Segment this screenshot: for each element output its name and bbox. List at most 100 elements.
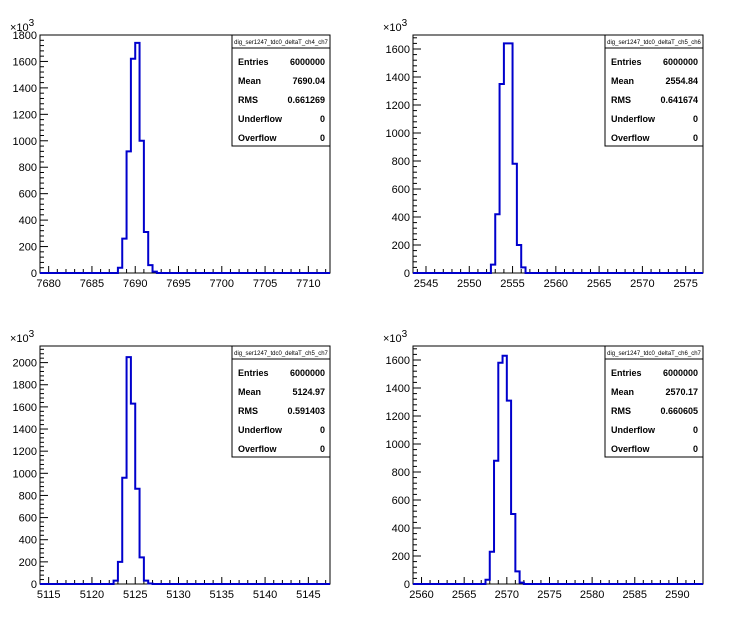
- x-tick-label: 5115: [37, 589, 61, 601]
- y-tick-label: 1400: [13, 424, 37, 436]
- y-tick-label: 600: [392, 184, 410, 196]
- x-tick-label: 2565: [587, 278, 611, 290]
- y-tick-label: 200: [392, 551, 410, 563]
- x-tick-label: 2575: [537, 589, 561, 601]
- stats-label-rms: RMS: [238, 95, 258, 105]
- x-tick-label: 2585: [623, 589, 647, 601]
- y-tick-label: 1000: [13, 136, 37, 148]
- stats-label-underflow: Underflow: [238, 114, 283, 124]
- stats-label-overflow: Overflow: [238, 444, 278, 454]
- y-tick-label: 1000: [386, 439, 410, 451]
- x-tick-label: 5120: [80, 589, 104, 601]
- histogram-outline: [413, 42, 703, 274]
- y-tick-label: 1600: [13, 402, 37, 414]
- x-tick-label: 2560: [544, 278, 568, 290]
- y-multiplier-label: ×103: [10, 18, 35, 34]
- x-tick-label: 5130: [166, 589, 190, 601]
- y-tick-label: 1400: [386, 383, 410, 395]
- stats-label-overflow: Overflow: [238, 133, 278, 143]
- y-tick-label: 400: [392, 212, 410, 224]
- histogram-title: dig_ser1247_tdc0_deltaT_ch5_ch6: [607, 40, 701, 46]
- x-tick-label: 7695: [166, 278, 190, 290]
- stats-value-entries: 6000000: [290, 368, 325, 378]
- x-tick-label: 2560: [409, 589, 433, 601]
- y-tick-label: 1400: [13, 83, 37, 95]
- stats-value-mean: 7690.04: [292, 76, 325, 86]
- y-tick-label: 0: [404, 579, 410, 591]
- stats-value-overflow: 0: [320, 133, 325, 143]
- x-tick-label: 7690: [123, 278, 147, 290]
- x-tick-label: 7700: [210, 278, 234, 290]
- stats-value-overflow: 0: [320, 444, 325, 454]
- stats-value-mean: 5124.97: [292, 387, 325, 397]
- x-tick-label: 2565: [452, 589, 476, 601]
- y-tick-label: 0: [31, 579, 37, 591]
- stats-value-overflow: 0: [693, 444, 698, 454]
- stats-label-underflow: Underflow: [238, 425, 283, 435]
- stats-box-frame: [231, 34, 331, 147]
- y-tick-label: 2000: [13, 358, 37, 370]
- y-tick-label: 1800: [13, 380, 37, 392]
- stats-label-mean: Mean: [238, 387, 261, 397]
- x-tick-label: 2575: [673, 278, 697, 290]
- y-tick-label: 1800: [13, 30, 37, 42]
- stats-box-frame: [604, 345, 704, 458]
- stats-box-frame: [231, 345, 331, 458]
- stats-box: dig_ser1247_tdc0_deltaT_ch4_ch7 Entries 60…: [231, 34, 331, 147]
- stats-label-overflow: Overflow: [611, 133, 651, 143]
- stats-value-entries: 6000000: [290, 57, 325, 67]
- stats-label-mean: Mean: [611, 76, 634, 86]
- y-tick-label: 1200: [386, 411, 410, 423]
- stats-value-entries: 6000000: [663, 368, 698, 378]
- histogram-panel: 7680 7685 7690 7695 7700 7705 7710 0 200 400 600 80…: [10, 18, 331, 290]
- histogram-outline: [40, 356, 330, 585]
- x-tick-label: 2590: [665, 589, 689, 601]
- y-tick-label: 1600: [13, 56, 37, 68]
- y-tick-label: 1200: [13, 109, 37, 121]
- stats-label-mean: Mean: [611, 387, 634, 397]
- histogram-panel: 2560 2565 2570 2575 2580 2585 2590 0 200 400 600 80…: [383, 329, 704, 601]
- stats-label-entries: Entries: [238, 368, 269, 378]
- histogram-outline: [40, 41, 330, 274]
- stats-value-underflow: 0: [320, 114, 325, 124]
- y-tick-label: 800: [392, 156, 410, 168]
- y-tick-label: 1600: [386, 355, 410, 367]
- x-tick-label: 5135: [210, 589, 234, 601]
- stats-box-frame: [604, 34, 704, 147]
- x-tick-label: 7710: [296, 278, 320, 290]
- x-tick-label: 5145: [296, 589, 320, 601]
- histogram-title: dig_ser1247_tdc0_deltaT_ch4_ch7: [234, 40, 328, 46]
- histogram-title: dig_ser1247_tdc0_deltaT_ch5_ch7: [234, 351, 328, 357]
- y-tick-label: 1000: [13, 468, 37, 480]
- y-tick-label: 600: [19, 189, 37, 201]
- stats-box: dig_ser1247_tdc0_deltaT_ch5_ch7 Entries 60…: [231, 345, 331, 458]
- stats-label-entries: Entries: [611, 368, 642, 378]
- stats-label-underflow: Underflow: [611, 114, 656, 124]
- x-tick-label: 2580: [580, 589, 604, 601]
- x-tick-label: 2545: [414, 278, 438, 290]
- y-tick-label: 400: [392, 523, 410, 535]
- stats-value-rms: 0.661269: [287, 95, 325, 105]
- stats-value-underflow: 0: [693, 425, 698, 435]
- stats-label-rms: RMS: [238, 406, 258, 416]
- y-tick-label: 400: [19, 215, 37, 227]
- stats-value-overflow: 0: [693, 133, 698, 143]
- stats-value-mean: 2554.84: [665, 76, 698, 86]
- y-tick-label: 0: [31, 268, 37, 280]
- x-tick-label: 5140: [253, 589, 277, 601]
- y-tick-label: 1000: [386, 128, 410, 140]
- y-tick-label: 200: [19, 557, 37, 569]
- x-tick-label: 2555: [500, 278, 524, 290]
- stats-label-entries: Entries: [611, 57, 642, 67]
- y-tick-label: 800: [19, 162, 37, 174]
- y-tick-label: 200: [392, 240, 410, 252]
- y-tick-label: 1200: [386, 100, 410, 112]
- stats-label-overflow: Overflow: [611, 444, 651, 454]
- stats-box: dig_ser1247_tdc0_deltaT_ch5_ch6 Entries 60…: [604, 34, 704, 147]
- stats-value-mean: 2570.17: [665, 387, 698, 397]
- stats-box: dig_ser1247_tdc0_deltaT_ch6_ch7 Entries 60…: [604, 345, 704, 458]
- y-multiplier-label: ×103: [383, 18, 408, 34]
- y-tick-label: 1600: [386, 44, 410, 56]
- y-multiplier-label: ×103: [10, 329, 35, 345]
- y-tick-label: 1200: [13, 446, 37, 458]
